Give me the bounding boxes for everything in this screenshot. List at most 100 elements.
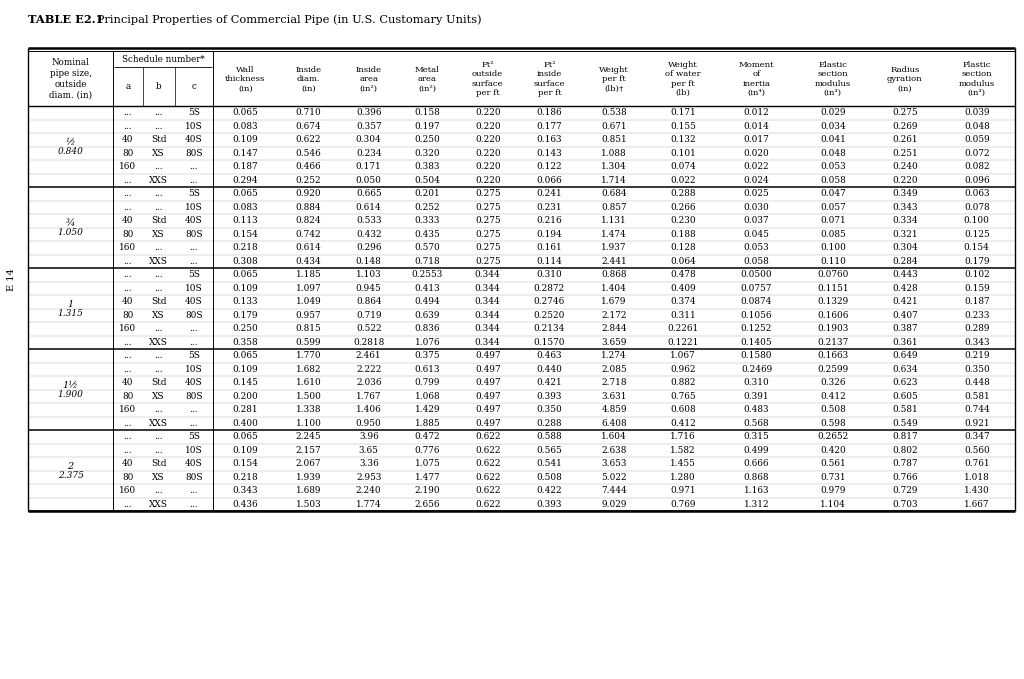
- Text: Moment
of
inertia
(in⁴): Moment of inertia (in⁴): [738, 60, 774, 97]
- Text: 1.667: 1.667: [964, 500, 989, 509]
- Text: 1.429: 1.429: [415, 405, 440, 414]
- Text: 0.623: 0.623: [892, 378, 918, 387]
- Text: 0.012: 0.012: [743, 108, 769, 117]
- Text: 0.216: 0.216: [537, 216, 562, 225]
- Text: ...: ...: [124, 108, 132, 117]
- Text: 0.250: 0.250: [232, 325, 258, 333]
- Text: ...: ...: [189, 337, 199, 347]
- Text: Nominal
pipe size,
outside
diam. (in): Nominal pipe size, outside diam. (in): [49, 58, 92, 100]
- Text: 2: 2: [68, 462, 74, 471]
- Text: 0.048: 0.048: [820, 149, 846, 158]
- Text: 2.172: 2.172: [601, 311, 627, 320]
- Text: 0.053: 0.053: [743, 243, 769, 253]
- Text: 0.101: 0.101: [670, 149, 696, 158]
- Text: ...: ...: [189, 162, 199, 171]
- Text: 1.716: 1.716: [671, 433, 696, 441]
- Text: ...: ...: [124, 445, 132, 455]
- Text: 3.631: 3.631: [601, 392, 627, 401]
- Text: 0.565: 0.565: [537, 445, 562, 455]
- Text: 0.761: 0.761: [964, 459, 989, 469]
- Text: 5S: 5S: [188, 108, 200, 117]
- Text: 0.613: 0.613: [415, 365, 440, 373]
- Text: 0.132: 0.132: [671, 135, 696, 144]
- Text: 1.774: 1.774: [356, 500, 382, 509]
- Text: 0.326: 0.326: [820, 378, 846, 387]
- Text: ...: ...: [155, 325, 163, 333]
- Text: 1.018: 1.018: [964, 473, 989, 481]
- Text: 0.671: 0.671: [601, 122, 627, 131]
- Text: 0.549: 0.549: [892, 419, 918, 428]
- Text: 0.020: 0.020: [743, 149, 769, 158]
- Text: Metal
area
(in²): Metal area (in²): [415, 65, 440, 92]
- Text: XS: XS: [153, 311, 165, 320]
- Text: 0.220: 0.220: [475, 176, 501, 185]
- Text: 0.729: 0.729: [892, 486, 918, 495]
- Text: 0.039: 0.039: [964, 108, 989, 117]
- Text: 0.065: 0.065: [232, 189, 258, 198]
- Text: 2.157: 2.157: [296, 445, 322, 455]
- Text: Radius
gyration
(in): Radius gyration (in): [887, 65, 923, 92]
- Text: 1.100: 1.100: [296, 419, 322, 428]
- Text: 0.155: 0.155: [670, 122, 696, 131]
- Text: 0.1151: 0.1151: [817, 284, 849, 293]
- Text: 0.065: 0.065: [232, 433, 258, 441]
- Text: 0.025: 0.025: [743, 189, 769, 198]
- Text: 7.444: 7.444: [601, 486, 627, 495]
- Text: Weight
of water
per ft
(lb): Weight of water per ft (lb): [666, 60, 700, 97]
- Text: 40: 40: [122, 216, 133, 225]
- Text: Ft²
inside
surface
per ft: Ft² inside surface per ft: [534, 60, 565, 97]
- Text: 0.065: 0.065: [232, 351, 258, 361]
- Text: 0.979: 0.979: [820, 486, 846, 495]
- Text: Inside
diam.
(in): Inside diam. (in): [296, 65, 322, 92]
- Text: 0.2553: 0.2553: [412, 270, 443, 279]
- Text: 0.074: 0.074: [670, 162, 696, 171]
- Text: 2.245: 2.245: [296, 433, 322, 441]
- Text: 0.412: 0.412: [670, 419, 696, 428]
- Text: 0.882: 0.882: [671, 378, 696, 387]
- Text: 0.440: 0.440: [537, 365, 562, 373]
- Text: 0.494: 0.494: [415, 297, 440, 306]
- Text: 0.201: 0.201: [415, 189, 440, 198]
- Text: 0.434: 0.434: [296, 257, 322, 265]
- Text: 0.396: 0.396: [356, 108, 382, 117]
- Text: 0.499: 0.499: [743, 445, 769, 455]
- Text: 0.538: 0.538: [601, 108, 627, 117]
- Text: 40: 40: [122, 297, 133, 306]
- Text: 0.703: 0.703: [892, 500, 918, 509]
- Text: 0.666: 0.666: [743, 459, 769, 469]
- Text: 0.179: 0.179: [232, 311, 258, 320]
- Text: ...: ...: [155, 365, 163, 373]
- Text: 0.233: 0.233: [964, 311, 989, 320]
- Text: XXS: XXS: [150, 337, 168, 347]
- Text: 0.197: 0.197: [415, 122, 440, 131]
- Text: 0.393: 0.393: [537, 392, 562, 401]
- Text: 0.154: 0.154: [232, 230, 258, 239]
- Text: 1.406: 1.406: [356, 405, 382, 414]
- Text: 5S: 5S: [188, 351, 200, 361]
- Text: 0.145: 0.145: [232, 378, 258, 387]
- Text: 0.344: 0.344: [475, 284, 501, 293]
- Text: 0.034: 0.034: [820, 122, 846, 131]
- Text: ...: ...: [155, 284, 163, 293]
- Text: 0.014: 0.014: [743, 122, 769, 131]
- Text: 0.220: 0.220: [475, 108, 501, 117]
- Text: 0.041: 0.041: [820, 135, 846, 144]
- Text: 0.945: 0.945: [356, 284, 382, 293]
- Text: 10S: 10S: [185, 365, 203, 373]
- Text: Std: Std: [151, 297, 167, 306]
- Text: 0.614: 0.614: [356, 203, 382, 212]
- Text: ...: ...: [155, 189, 163, 198]
- Text: 0.159: 0.159: [964, 284, 989, 293]
- Text: 0.799: 0.799: [415, 378, 440, 387]
- Text: 0.147: 0.147: [232, 149, 258, 158]
- Text: 0.234: 0.234: [356, 149, 382, 158]
- Text: 0.344: 0.344: [475, 311, 501, 320]
- Text: 0.599: 0.599: [296, 337, 322, 347]
- Text: XS: XS: [153, 473, 165, 481]
- Text: XS: XS: [153, 392, 165, 401]
- Text: 0.420: 0.420: [820, 445, 846, 455]
- Text: 40S: 40S: [185, 297, 203, 306]
- Text: 1.274: 1.274: [601, 351, 627, 361]
- Text: 0.497: 0.497: [475, 392, 501, 401]
- Text: 1.338: 1.338: [296, 405, 322, 414]
